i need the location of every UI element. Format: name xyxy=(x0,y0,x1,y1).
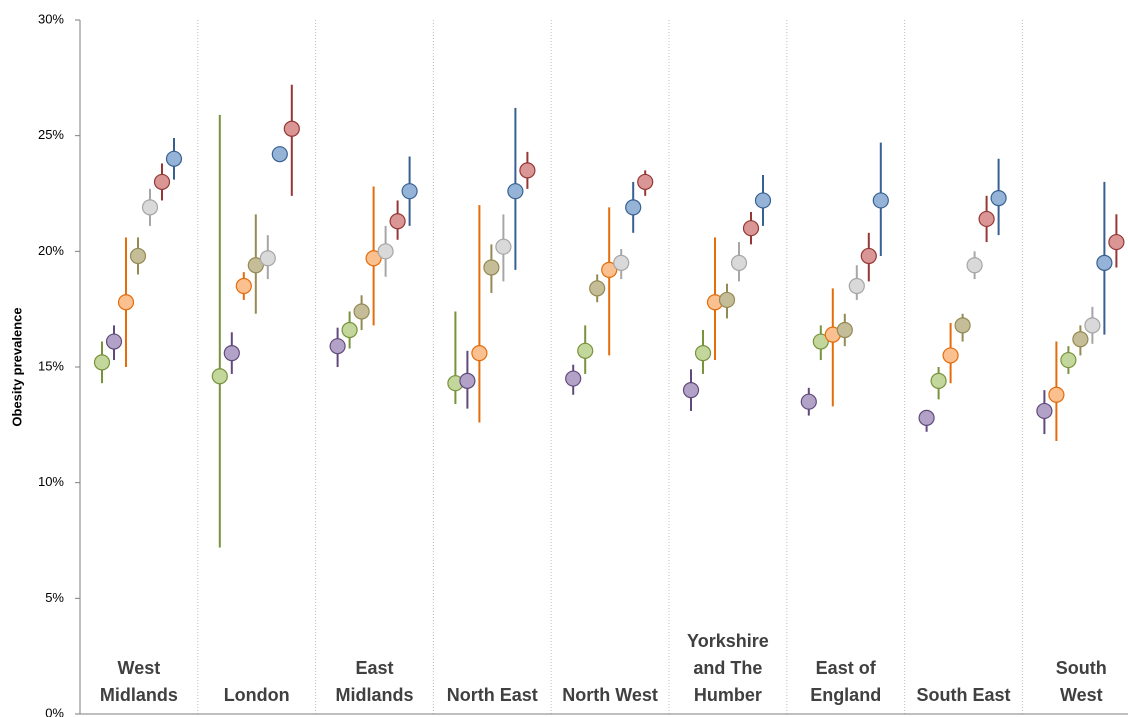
data-point xyxy=(341,321,358,339)
data-point xyxy=(365,250,382,267)
data-point xyxy=(836,321,853,339)
data-point xyxy=(377,243,394,260)
data-point xyxy=(682,382,700,399)
y-tick-label: 0% xyxy=(45,705,64,717)
data-point xyxy=(117,294,135,311)
data-point xyxy=(942,347,959,364)
data-point xyxy=(966,257,983,274)
y-axis-title: Obesity prevalence xyxy=(9,307,24,426)
data-point xyxy=(223,345,240,362)
data-point xyxy=(1108,233,1125,251)
data-point xyxy=(283,120,300,137)
data-point xyxy=(401,183,418,200)
x-tick-label: North West xyxy=(562,685,658,705)
data-point xyxy=(141,199,159,216)
data-point xyxy=(105,333,123,350)
data-point xyxy=(625,199,642,216)
data-point xyxy=(495,238,512,255)
data-point xyxy=(129,247,147,265)
data-point xyxy=(389,213,406,230)
data-point xyxy=(694,345,712,362)
y-tick-label: 30% xyxy=(38,11,64,26)
data-point xyxy=(1036,402,1053,420)
data-point xyxy=(1084,317,1101,334)
data-point xyxy=(247,257,264,274)
data-point xyxy=(742,220,760,237)
data-point xyxy=(601,261,618,278)
data-point xyxy=(259,250,276,267)
data-point xyxy=(519,162,536,179)
data-point xyxy=(1060,351,1077,369)
data-point xyxy=(353,303,370,320)
data-point xyxy=(165,150,183,167)
data-point xyxy=(565,370,582,387)
y-tick-label: 5% xyxy=(45,590,64,605)
x-tick-label: South West xyxy=(1055,658,1107,705)
y-tick-label: 20% xyxy=(38,243,64,258)
x-tick-label: South East xyxy=(916,685,1011,705)
data-point xyxy=(754,192,772,209)
data-point xyxy=(637,173,654,191)
data-point xyxy=(1048,386,1065,403)
data-point xyxy=(718,291,736,309)
data-point xyxy=(954,317,971,334)
data-point xyxy=(613,254,630,271)
x-tick-label: East Midlands xyxy=(335,658,414,705)
data-point xyxy=(918,409,935,426)
data-point xyxy=(271,146,288,163)
y-tick-label: 10% xyxy=(38,474,64,489)
data-point xyxy=(860,247,877,265)
data-point xyxy=(507,183,524,200)
data-point xyxy=(471,345,488,362)
data-point xyxy=(211,368,228,385)
data-point xyxy=(848,277,865,295)
data-point xyxy=(483,259,500,276)
data-point xyxy=(730,254,748,271)
x-tick-label: West Midlands xyxy=(99,658,178,705)
data-point xyxy=(329,338,346,355)
data-point xyxy=(872,192,889,209)
data-point xyxy=(577,342,594,359)
data-point xyxy=(589,280,606,297)
x-tick-label: North East xyxy=(446,685,538,705)
y-tick-label: 15% xyxy=(38,358,64,373)
data-point xyxy=(93,354,111,371)
data-point xyxy=(978,210,995,228)
data-point xyxy=(800,393,817,410)
data-point xyxy=(930,372,947,389)
data-point xyxy=(1096,254,1113,271)
x-tick-label: London xyxy=(223,685,290,705)
data-point xyxy=(153,173,171,191)
x-tick-label: East of England xyxy=(810,658,882,705)
x-tick-label: Yorkshire and The Humber xyxy=(687,631,769,705)
data-point xyxy=(459,372,476,389)
data-point xyxy=(1072,331,1089,348)
data-point xyxy=(812,333,829,350)
y-tick-label: 25% xyxy=(38,127,64,142)
data-point xyxy=(990,190,1007,207)
data-point xyxy=(235,277,252,295)
